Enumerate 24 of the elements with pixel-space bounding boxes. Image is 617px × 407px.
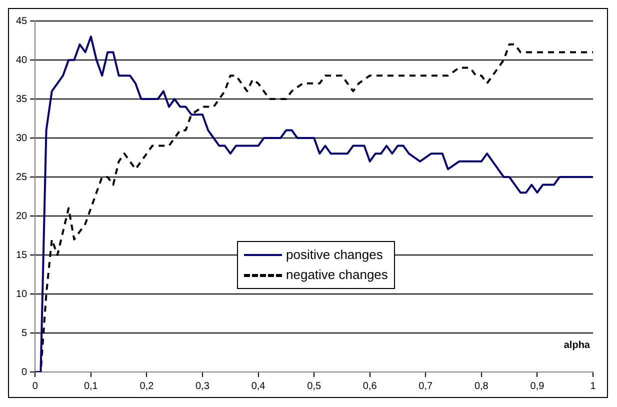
x-tick-label: 0,9 (530, 380, 545, 392)
y-tick-label: 10 (16, 288, 28, 300)
y-tick-label: 5 (22, 328, 28, 339)
y-tick-label: 15 (16, 250, 28, 261)
x-tick-label: 0,8 (474, 380, 489, 392)
y-tick-label: 45 (16, 16, 28, 27)
legend-label: negative changes (286, 266, 388, 284)
x-tick-label: 0,4 (251, 380, 266, 392)
y-tick-label: 20 (16, 210, 28, 222)
x-tick-label: 0,3 (196, 380, 210, 392)
x-axis-title: alpha (564, 340, 590, 351)
y-tick-label: 40 (16, 54, 28, 66)
x-tick-label: 0,1 (84, 380, 98, 392)
x-tick-label: 0,2 (140, 380, 154, 392)
y-tick-label: 0 (22, 366, 28, 378)
x-tick-label: 0,5 (307, 380, 322, 392)
x-tick-label: 1 (590, 380, 596, 392)
y-tick-label: 30 (16, 132, 28, 144)
x-tick-label: 0 (32, 380, 38, 392)
x-tick-label: 0,7 (418, 380, 434, 392)
y-tick-label: 25 (16, 172, 28, 183)
x-tick-label: 0,6 (362, 380, 378, 392)
legend-label: positive changes (286, 246, 383, 264)
y-tick-label: 35 (16, 94, 28, 105)
